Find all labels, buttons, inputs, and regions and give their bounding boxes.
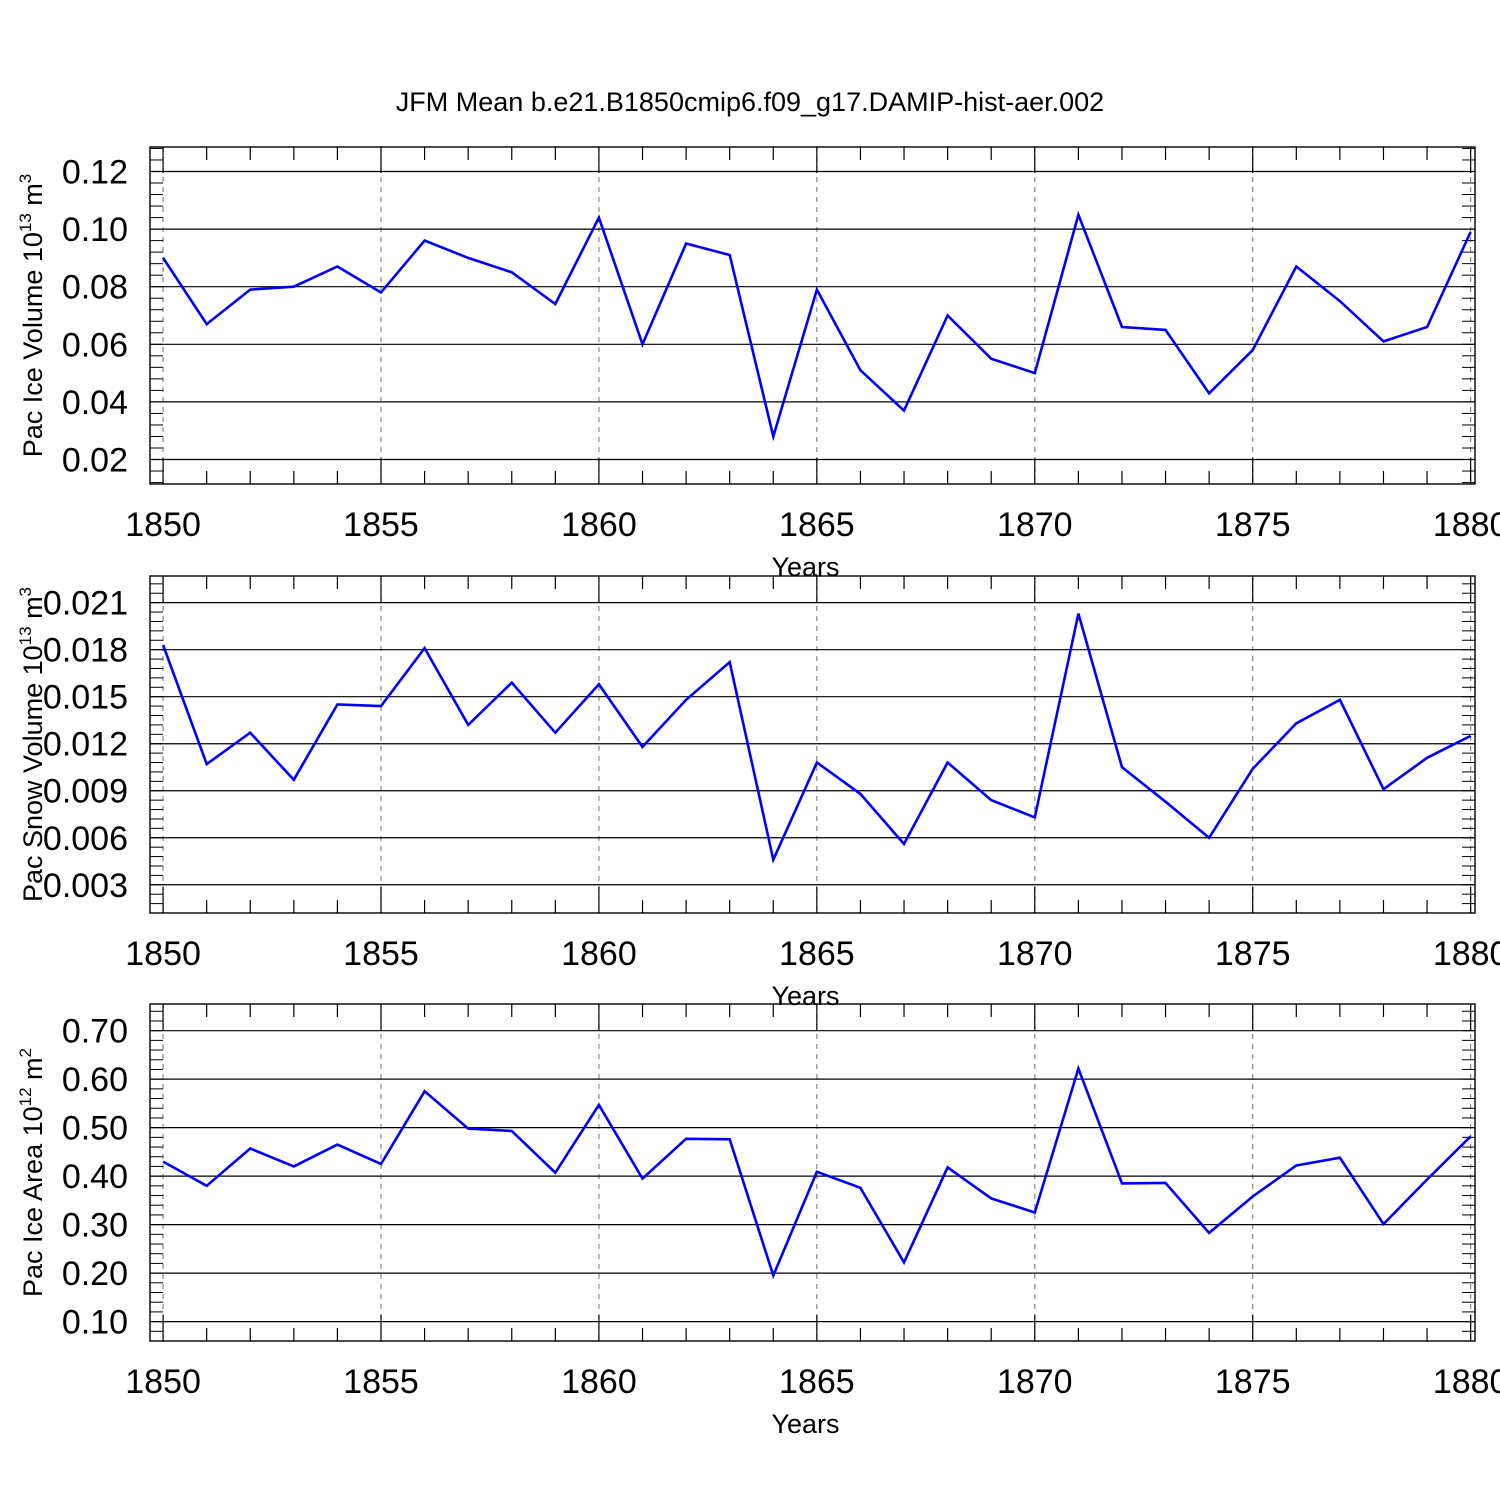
y-tick-label: 0.003 <box>43 867 128 905</box>
x-tick-label: 1850 <box>125 506 201 544</box>
y-tick-label: 0.08 <box>62 269 128 307</box>
y-tick-label: 0.40 <box>62 1158 128 1196</box>
y-tick-label: 0.04 <box>62 384 128 422</box>
series-line <box>161 613 1472 864</box>
x-tick-label: 1860 <box>561 506 637 544</box>
y-tick-label: 0.50 <box>62 1110 128 1148</box>
x-tick-label: 1880 <box>1433 1363 1500 1401</box>
x-tick-label: 1865 <box>779 506 855 544</box>
y-tick-label: 0.60 <box>62 1061 128 1099</box>
y-tick-label: 0.012 <box>43 726 128 764</box>
x-tick-label: 1860 <box>561 935 637 973</box>
x-tick-label: 1855 <box>343 1363 419 1401</box>
y-axis-title-prefix: Pac Ice Area 10 <box>18 1106 48 1297</box>
chart-title: JFM Mean b.e21.B1850cmip6.f09_g17.DAMIP-… <box>396 87 1104 117</box>
x-tick-label: 1870 <box>997 506 1073 544</box>
x-tick-label: 1875 <box>1215 935 1291 973</box>
y-tick-label: 0.70 <box>62 1013 128 1051</box>
y-tick-label: 0.10 <box>62 211 128 249</box>
y-axis-title-unit: m <box>18 183 48 213</box>
panels-container: 0.02 0.04 0.06 0.08 0.10 0.12 1850 1855 1860 1865… <box>16 146 1500 1439</box>
y-axis-title-unit: m <box>18 596 48 626</box>
x-tick-label: 1870 <box>997 1363 1073 1401</box>
y-tick-label: 0.006 <box>43 820 128 858</box>
y-axis-title-unit: m <box>18 1057 48 1087</box>
x-tick-label: 1865 <box>779 1363 855 1401</box>
y-axis-title: Pac Snow Volume 1013 m3 <box>16 587 48 902</box>
y-axis-title-prefix: Pac Ice Volume 10 <box>18 232 48 457</box>
y-tick-label: 0.20 <box>62 1255 128 1293</box>
y-tick-label: 0.10 <box>62 1304 128 1342</box>
y-axis-title-exponent: 13 <box>16 626 35 645</box>
x-tick-label: 1875 <box>1215 1363 1291 1401</box>
y-axis-title-unit-exponent: 3 <box>16 587 35 596</box>
x-tick-label: 1880 <box>1433 935 1500 973</box>
panel-3: 0.10 0.20 0.30 0.40 0.50 0.60 0.70 1850 1855 1860… <box>16 1003 1500 1439</box>
y-axis-title-exponent: 12 <box>16 1087 35 1106</box>
y-axis-title: Pac Ice Volume 1013 m3 <box>16 174 48 458</box>
plot-frame <box>149 1003 1476 1342</box>
y-tick-label: 0.018 <box>43 632 128 670</box>
series-line <box>162 210 1472 442</box>
y-axis-title-unit-exponent: 2 <box>16 1048 35 1057</box>
y-axis-title-prefix: Pac Snow Volume 10 <box>18 645 48 902</box>
x-tick-label: 1880 <box>1433 506 1500 544</box>
x-tick-label: 1850 <box>125 1363 201 1401</box>
series-line <box>162 1064 1472 1280</box>
panel-2: 0.003 0.006 0.009 0.012 0.015 0.018 0.021 1850 1… <box>16 575 1500 1011</box>
x-axis-title: Years <box>771 981 839 1011</box>
y-tick-label: 0.021 <box>43 585 128 623</box>
x-tick-label: 1875 <box>1215 506 1291 544</box>
plot-frame <box>149 575 1476 914</box>
x-axis-title: Years <box>771 1409 839 1439</box>
x-tick-label: 1850 <box>125 935 201 973</box>
y-tick-label: 0.12 <box>62 153 128 191</box>
x-tick-label: 1865 <box>779 935 855 973</box>
y-axis-title-exponent: 13 <box>16 213 35 232</box>
x-tick-label: 1855 <box>343 935 419 973</box>
y-tick-label: 0.015 <box>43 679 128 717</box>
y-tick-label: 0.06 <box>62 326 128 364</box>
y-axis-title: Pac Ice Area 1012 m2 <box>16 1048 48 1297</box>
plot-frame <box>149 146 1476 485</box>
panel-1: 0.02 0.04 0.06 0.08 0.10 0.12 1850 1855 1860 1865… <box>16 146 1500 582</box>
x-tick-label: 1855 <box>343 506 419 544</box>
y-tick-label: 0.02 <box>62 442 128 480</box>
y-tick-label: 0.009 <box>43 773 128 811</box>
y-axis-title-unit-exponent: 3 <box>16 174 35 183</box>
x-tick-label: 1860 <box>561 1363 637 1401</box>
x-axis-title: Years <box>771 552 839 582</box>
x-tick-label: 1870 <box>997 935 1073 973</box>
y-tick-label: 0.30 <box>62 1207 128 1245</box>
